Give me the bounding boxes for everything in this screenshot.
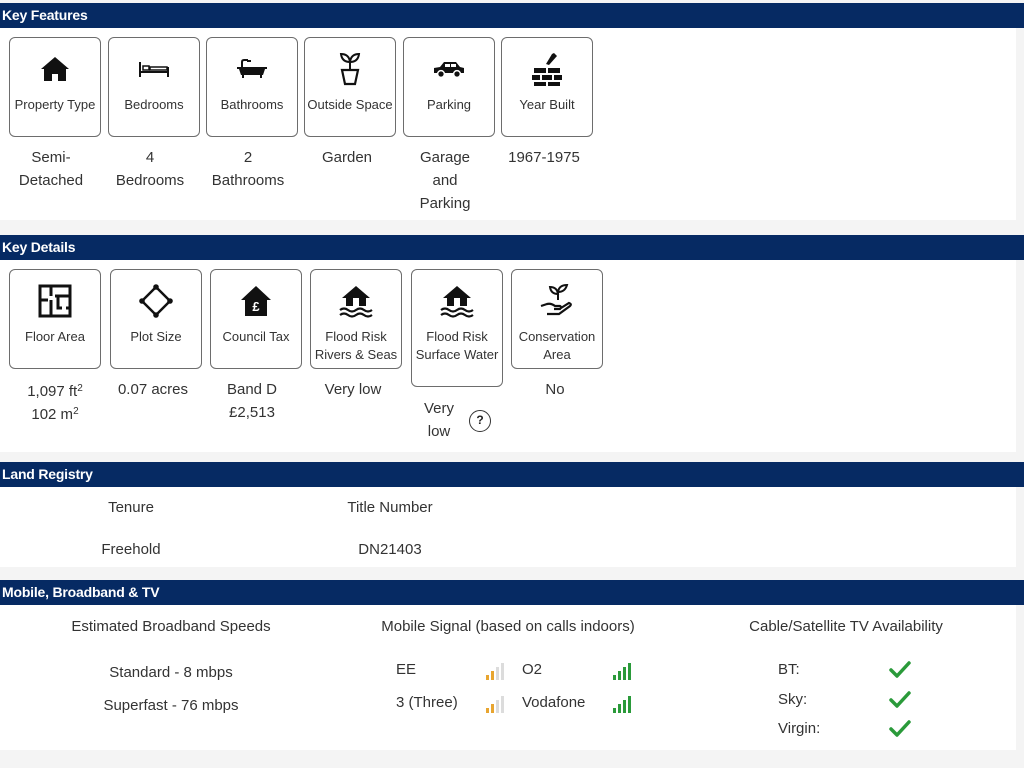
plot-icon [111,284,201,318]
network-ee: EE [396,661,417,678]
card-bedrooms: Bedrooms [108,37,200,137]
card-label: Floor Area [25,329,85,344]
card-floor-area: Floor Area [9,269,101,369]
outside-space-value: Garden [321,149,373,166]
key-details-header: Key Details [0,235,1024,260]
bathrooms-value: 2 Bathrooms [211,149,285,189]
superfast-speed: Superfast - 76 mbps [103,697,239,714]
brick-wall-icon [502,52,592,86]
floor-area-value: 1,097 ft2 102 m2 [27,383,83,423]
signal-bar [496,700,499,713]
house-pound-icon: £ [211,284,301,318]
card-council-tax: £ Council Tax [210,269,302,369]
card-property-type: Property Type [9,37,101,137]
network-vodafone: Vodafone [522,694,586,711]
land-registry-panel: Tenure Title Number Freehold DN21403 [0,487,1016,567]
signal-bar [486,708,489,713]
card-conservation-area: Conservation Area [511,269,603,369]
card-year-built: Year Built [501,37,593,137]
card-flood-rivers: Flood Risk Rivers & Seas [310,269,402,369]
signal-bars-icon [486,662,506,680]
signal-bar [491,671,494,680]
card-label: Bathrooms [220,97,284,112]
key-features-header: Key Features [0,3,1024,28]
signal-bars-icon [613,695,633,713]
card-flood-surface: Flood Risk Surface Water [411,269,503,387]
flood-rivers-value: Very low [324,381,382,398]
conservation-value: No [545,381,565,398]
card-label: Flood Risk Surface Water [415,329,499,362]
tv-heading: Cable/Satellite TV Availability [749,618,943,635]
svg-text:£: £ [252,299,260,314]
card-label: Outside Space [307,97,393,112]
card-outside-space: Outside Space [304,37,396,137]
plot-size-value: 0.07 acres [117,381,189,398]
signal-bar [613,675,616,680]
signal-bar [618,704,621,713]
house-icon [10,52,100,86]
card-label: Property Type [14,97,96,112]
card-plot-size: Plot Size [110,269,202,369]
flood-surface-value: Very low [423,400,454,440]
signal-bars-icon [486,695,506,713]
signal-bar [486,675,489,680]
card-bathrooms: Bathrooms [206,37,298,137]
key-details-panel: Floor Area Plot Size £ Council Tax Flood… [0,260,1016,452]
mobile-broadband-panel: Estimated Broadband Speeds Standard - 8 … [0,605,1016,750]
signal-bar [613,708,616,713]
check-icon [888,719,912,744]
card-label: Plot Size [130,329,182,344]
card-parking: Parking [403,37,495,137]
floor-plan-icon [10,284,100,318]
network-o2: O2 [522,661,543,678]
help-button[interactable]: ? [469,410,491,432]
standard-speed: Standard - 8 mbps [109,664,233,681]
signal-bar [623,700,626,713]
signal-bar [501,696,504,713]
network-three: 3 (Three) [396,694,458,711]
council-tax-value: Band D £2,513 [226,381,278,421]
broadband-heading: Estimated Broadband Speeds [71,618,271,635]
car-icon [404,52,494,86]
title-number-value: DN21403 [358,541,422,558]
card-label: Bedrooms [124,97,184,112]
card-label: Parking [426,97,472,112]
signal-bar [618,671,621,680]
land-registry-header: Land Registry [0,462,1024,487]
bedrooms-value: 4 Bedrooms [115,149,185,189]
card-label: Council Tax [222,329,290,344]
parking-value: Garage and Parking [419,149,471,212]
mobile-signal-heading: Mobile Signal (based on calls indoors) [381,618,635,635]
flood-house-icon [311,284,401,318]
signal-bar [623,667,626,680]
signal-bar [628,696,631,713]
signal-bar [501,663,504,680]
signal-bar [491,704,494,713]
title-number-label: Title Number [347,499,433,516]
card-label: Flood Risk Rivers & Seas [314,329,398,362]
question-icon[interactable]: ? [469,410,491,432]
tv-sky-label: Sky: [778,691,808,708]
tv-bt-label: BT: [778,661,800,678]
key-features-panel: Property Type Bedrooms Bathrooms Outside… [0,28,1016,220]
signal-bar [496,667,499,680]
signal-bar [628,663,631,680]
flood-house-icon [412,284,502,318]
check-icon [888,690,912,715]
tenure-value: Freehold [101,541,161,558]
bed-icon [109,52,199,86]
check-icon [888,660,912,685]
card-label: Year Built [519,97,575,112]
bathtub-icon [207,52,297,86]
card-label: Conservation Area [518,329,596,362]
year-built-value: 1967-1975 [508,149,580,166]
tv-virgin-label: Virgin: [778,720,821,737]
hand-plant-icon [512,284,602,318]
property-type-value: Semi- Detached [18,149,84,189]
mobile-broadband-header: Mobile, Broadband & TV [0,580,1024,605]
tenure-label: Tenure [108,499,154,516]
signal-bars-icon [613,662,633,680]
plant-pot-icon [305,52,395,86]
